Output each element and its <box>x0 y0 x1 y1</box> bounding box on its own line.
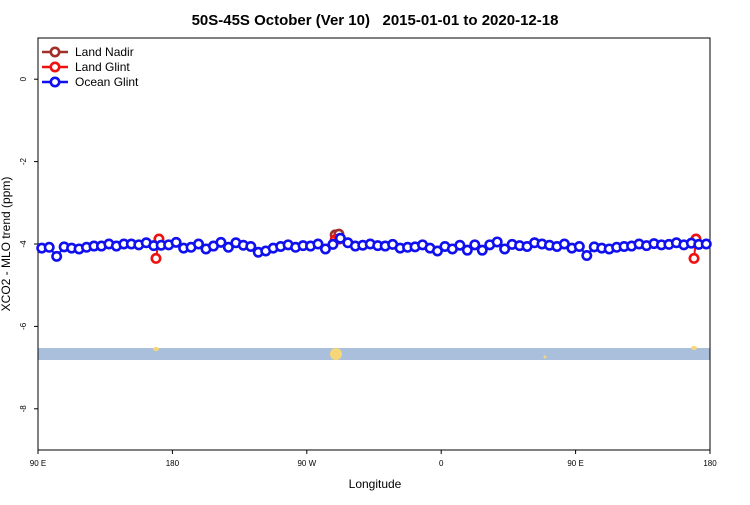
y-tick-label: -4 <box>19 240 28 248</box>
data-point <box>51 250 63 262</box>
data-point <box>319 243 331 255</box>
x-tick-label: 90 E <box>30 459 46 468</box>
land-patch <box>330 348 342 360</box>
data-point <box>499 243 511 255</box>
data-point <box>454 239 466 251</box>
y-tick-label: -6 <box>19 322 28 330</box>
data-point <box>431 245 443 257</box>
y-tick-label: -2 <box>19 157 28 165</box>
y-tick-label: -8 <box>19 405 28 413</box>
data-point <box>573 240 585 252</box>
data-point <box>327 238 339 250</box>
chart-title: 50S-45S October (Ver 10) 2015-01-01 to 2… <box>192 12 559 29</box>
land-patch <box>691 346 697 350</box>
land-patch <box>543 355 547 359</box>
data-point <box>491 236 503 248</box>
ocean-strip <box>38 348 710 360</box>
data-point <box>700 238 712 250</box>
series <box>36 232 712 262</box>
legend-marker <box>49 46 61 58</box>
data-point <box>476 244 488 256</box>
x-tick-label: 90 W <box>297 459 316 468</box>
land-patch <box>153 347 159 351</box>
legend-marker <box>49 76 61 88</box>
data-point <box>334 232 346 244</box>
legend-label: Land Glint <box>75 60 130 74</box>
legend-label: Land Nadir <box>75 45 134 59</box>
legend-marker <box>49 61 61 73</box>
legend-label: Ocean Glint <box>75 75 139 89</box>
data-point <box>581 250 593 262</box>
x-tick-label: 90 E <box>567 459 583 468</box>
data-point <box>469 239 481 251</box>
data-point <box>312 238 324 250</box>
data-point <box>461 244 473 256</box>
data-point <box>170 236 182 248</box>
x-tick-label: 180 <box>703 459 717 468</box>
data-point <box>150 252 162 264</box>
data-point <box>222 241 234 253</box>
data-point <box>688 252 700 264</box>
y-tick-label: 0 <box>19 76 28 81</box>
data-point <box>245 240 257 252</box>
data-point <box>215 236 227 248</box>
y-axis-label: XCO2 - MLO trend (ppm) <box>0 177 13 312</box>
x-tick-label: 180 <box>166 459 180 468</box>
data-point <box>193 238 205 250</box>
data-point <box>43 241 55 253</box>
x-tick-label: 0 <box>439 459 444 468</box>
x-axis-label: Longitude <box>349 477 402 491</box>
map-strip <box>38 346 710 360</box>
